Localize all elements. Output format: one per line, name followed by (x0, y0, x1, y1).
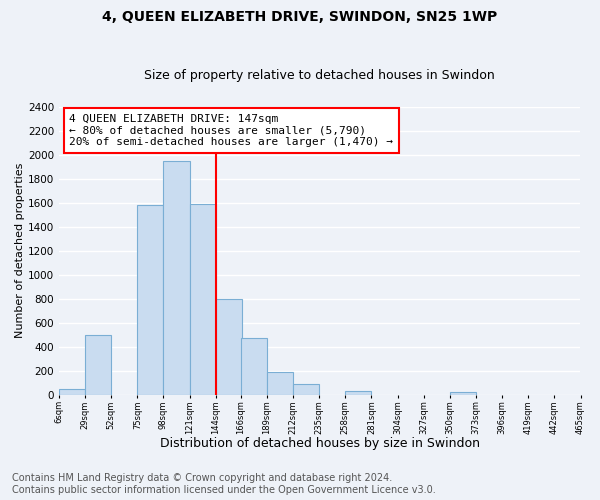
Text: 4, QUEEN ELIZABETH DRIVE, SWINDON, SN25 1WP: 4, QUEEN ELIZABETH DRIVE, SWINDON, SN25 … (103, 10, 497, 24)
Bar (293, 384, 319, 394)
Text: 4 QUEEN ELIZABETH DRIVE: 147sqm
← 80% of detached houses are smaller (5,790)
20%: 4 QUEEN ELIZABETH DRIVE: 147sqm ← 80% of… (70, 114, 394, 147)
Bar (450, 392, 476, 394)
Bar (163, 161, 190, 394)
Bar (137, 205, 163, 394)
X-axis label: Distribution of detached houses by size in Swindon: Distribution of detached houses by size … (160, 437, 479, 450)
Bar (190, 204, 216, 394)
Bar (216, 298, 242, 394)
Bar (345, 391, 371, 394)
Title: Size of property relative to detached houses in Swindon: Size of property relative to detached ho… (145, 69, 495, 82)
Y-axis label: Number of detached properties: Number of detached properties (15, 163, 25, 338)
Bar (59, 388, 85, 394)
Text: Contains HM Land Registry data © Crown copyright and database right 2024.
Contai: Contains HM Land Registry data © Crown c… (12, 474, 436, 495)
Bar (241, 338, 267, 394)
Bar (85, 334, 111, 394)
Bar (267, 372, 293, 394)
